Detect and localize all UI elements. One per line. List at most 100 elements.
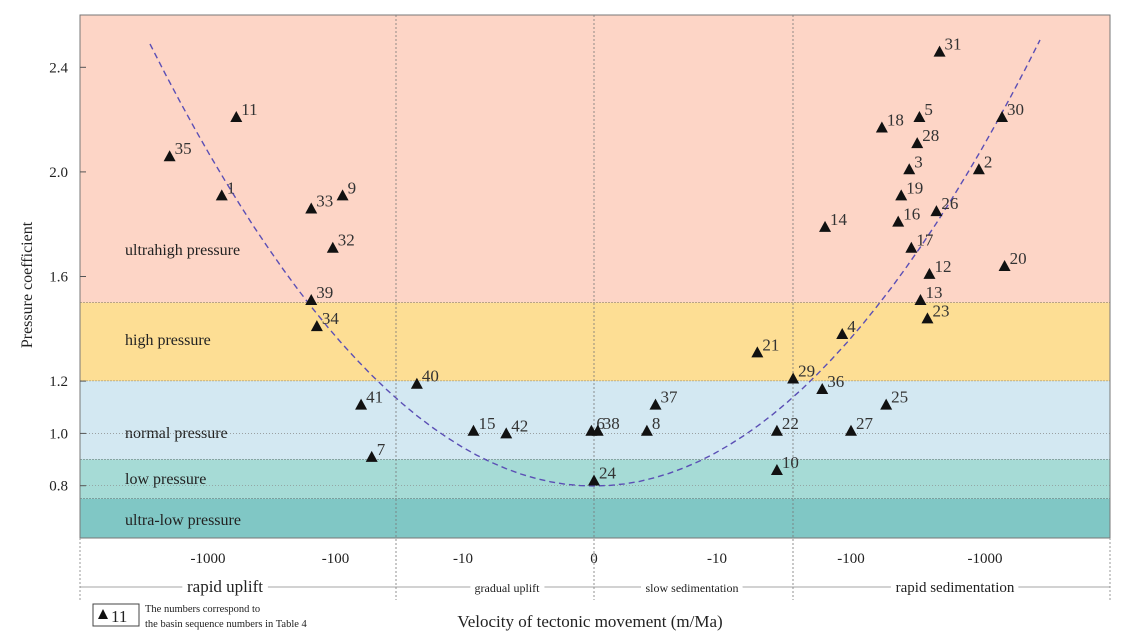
triangle-marker-17 (905, 241, 918, 253)
triangle-marker-30 (996, 110, 1009, 122)
y-tick-label: 1.6 (49, 270, 68, 286)
triangle-marker-12 (923, 267, 936, 279)
triangle-marker-19 (895, 189, 908, 201)
triangle-marker-40 (410, 377, 423, 389)
point-label: 42 (511, 416, 528, 435)
point-label: 3 (914, 152, 923, 171)
x-tick-label: -100 (837, 551, 865, 567)
trend-curve (149, 39, 1041, 487)
point-label: 17 (916, 231, 934, 250)
zone-2 (80, 381, 1110, 460)
point-label: 7 (377, 440, 386, 459)
triangle-marker-24 (588, 474, 600, 486)
zone-label: ultrahigh pressure (125, 242, 240, 259)
point-label: 31 (945, 35, 962, 54)
triangle-marker-18 (875, 121, 888, 133)
point-label: 14 (830, 210, 848, 229)
triangle-marker-2 (972, 163, 985, 175)
point-label: 37 (661, 388, 679, 407)
point-label: 5 (924, 100, 933, 119)
triangle-marker-35 (163, 150, 176, 162)
triangle-marker-10 (770, 464, 783, 476)
point-label: 35 (175, 139, 192, 158)
x-tick-label: 0 (590, 551, 598, 567)
movement-type-label: gradual uplift (475, 581, 541, 595)
movement-type-label: rapid sedimentation (896, 580, 1015, 596)
triangle-marker-5 (913, 110, 926, 122)
point-label: 25 (891, 388, 908, 407)
triangle-marker-21 (751, 346, 764, 358)
triangle-marker-27 (845, 424, 857, 436)
zone-label: low pressure (125, 471, 206, 488)
point-label: 21 (762, 335, 779, 354)
point-label: 9 (348, 178, 357, 197)
triangle-marker-33 (305, 202, 318, 214)
triangle-marker-25 (880, 398, 893, 410)
point-label: 36 (827, 372, 844, 391)
point-label: 4 (847, 317, 856, 336)
point-label: 40 (422, 367, 439, 386)
triangle-marker-41 (355, 398, 368, 410)
point-label: 30 (1007, 100, 1024, 119)
triangle-marker-26 (930, 205, 943, 217)
triangle-marker-22 (770, 424, 783, 436)
zone-label: ultra-low pressure (125, 512, 241, 529)
y-tick-label: 1.2 (49, 374, 68, 390)
point-label: 38 (603, 414, 620, 433)
point-label: 24 (599, 463, 617, 482)
point-label: 22 (782, 414, 799, 433)
x-tick-label: -1000 (191, 551, 226, 567)
triangle-marker-28 (911, 137, 924, 149)
point-label: 1 (227, 178, 236, 197)
x-tick-label: -10 (453, 551, 473, 567)
point-label: 29 (798, 361, 815, 380)
y-tick-label: 2.4 (49, 60, 68, 76)
point-label: 11 (241, 100, 257, 119)
x-tick-label: -10 (707, 551, 727, 567)
triangle-marker-15 (467, 424, 480, 436)
triangle-marker-8 (640, 424, 653, 436)
y-tick-label: 0.8 (49, 479, 68, 495)
point-label: 33 (316, 192, 333, 211)
triangle-marker-36 (816, 382, 829, 394)
legend-text: The numbers correspond to (145, 604, 260, 615)
triangle-marker-23 (921, 312, 934, 324)
zone-1 (80, 302, 1110, 382)
zone-label: high pressure (125, 332, 211, 349)
triangle-marker-14 (819, 220, 832, 232)
zone-4 (80, 498, 1110, 538)
triangle-marker-20 (998, 260, 1011, 272)
triangle-marker-16 (892, 215, 905, 227)
triangle-marker-9 (336, 189, 349, 201)
y-tick-label: 2.0 (49, 165, 68, 181)
point-label: 19 (906, 178, 923, 197)
triangle-marker-37 (649, 398, 662, 410)
legend-box (92, 603, 140, 627)
point-label: 13 (925, 283, 942, 302)
point-label: 39 (316, 283, 333, 302)
point-label: 12 (934, 257, 951, 276)
point-label: 8 (652, 414, 661, 433)
point-label: 41 (366, 388, 383, 407)
triangle-marker-29 (787, 372, 800, 384)
point-label: 32 (338, 231, 355, 250)
triangle-marker-32 (326, 241, 339, 253)
legend-text: the basin sequence numbers in Table 4 (145, 619, 308, 630)
triangle-marker-3 (903, 163, 916, 175)
y-axis-title: Pressure coefficient (19, 221, 36, 348)
triangle-marker-34 (310, 320, 323, 332)
point-label: 28 (922, 126, 939, 145)
zone-0 (80, 15, 1110, 303)
x-tick-label: -100 (322, 551, 350, 567)
movement-type-label: slow sedimentation (646, 581, 739, 595)
triangle-marker-7 (365, 450, 378, 462)
triangle-marker-31 (933, 45, 946, 57)
triangle-marker-1 (215, 189, 228, 201)
x-axis-title: Velocity of tectonic movement (m/Ma) (457, 612, 722, 631)
x-tick-label: -1000 (968, 551, 1003, 567)
point-label: 6 (596, 414, 605, 433)
point-label: 15 (478, 414, 495, 433)
triangle-marker-39 (305, 294, 318, 306)
point-label: 18 (887, 110, 904, 129)
